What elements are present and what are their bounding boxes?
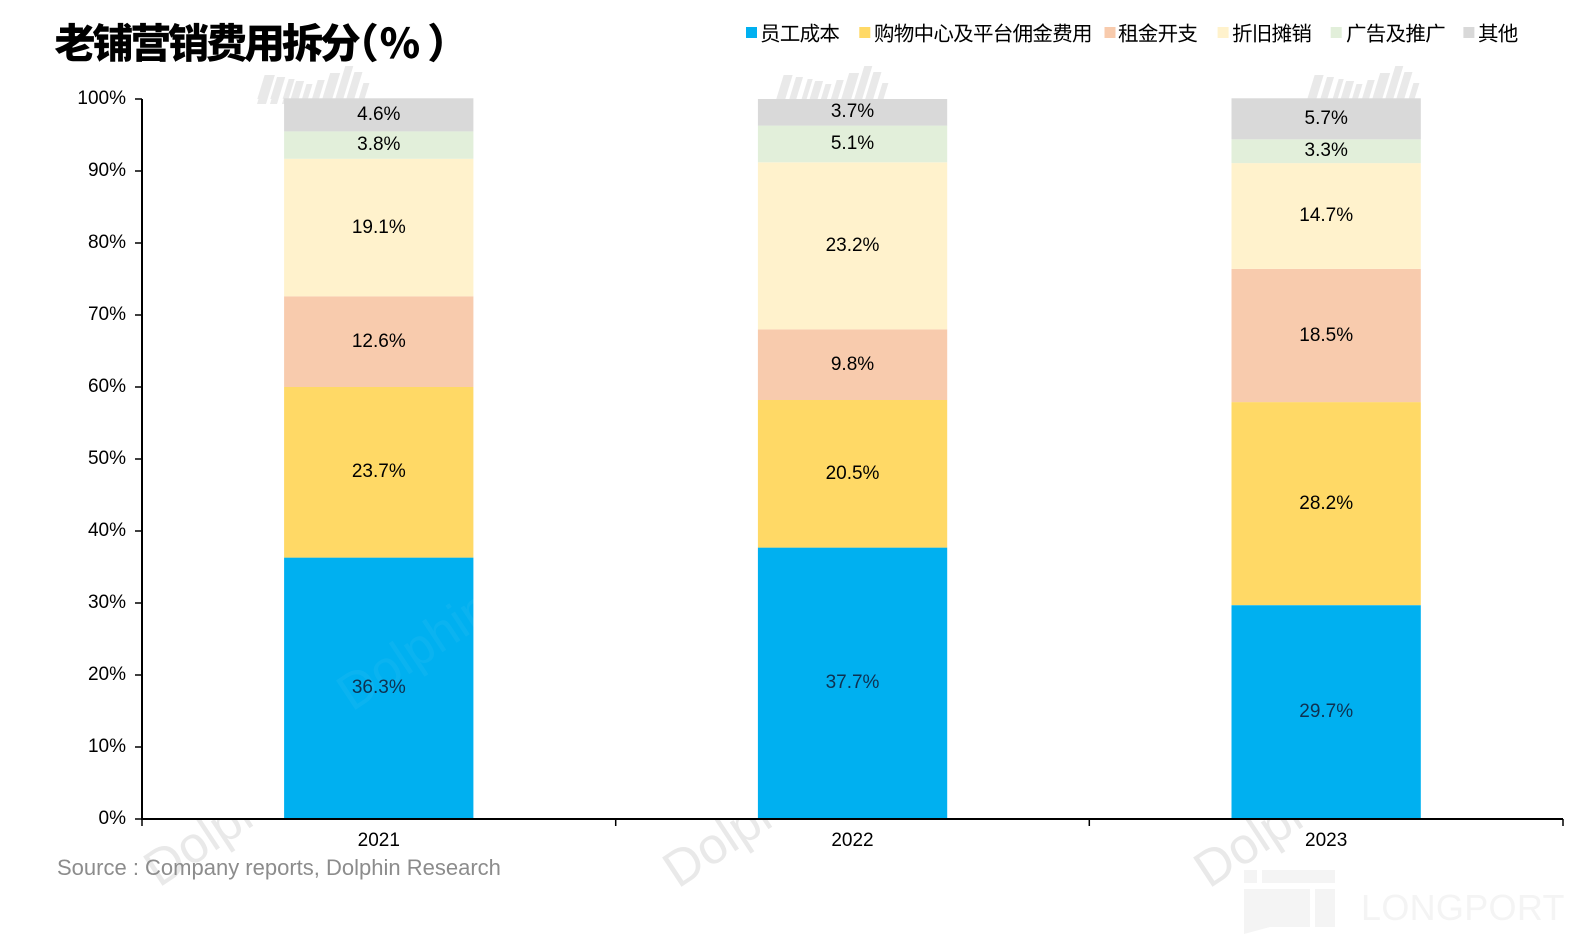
svg-text:LONGPORT: LONGPORT	[1361, 887, 1565, 928]
